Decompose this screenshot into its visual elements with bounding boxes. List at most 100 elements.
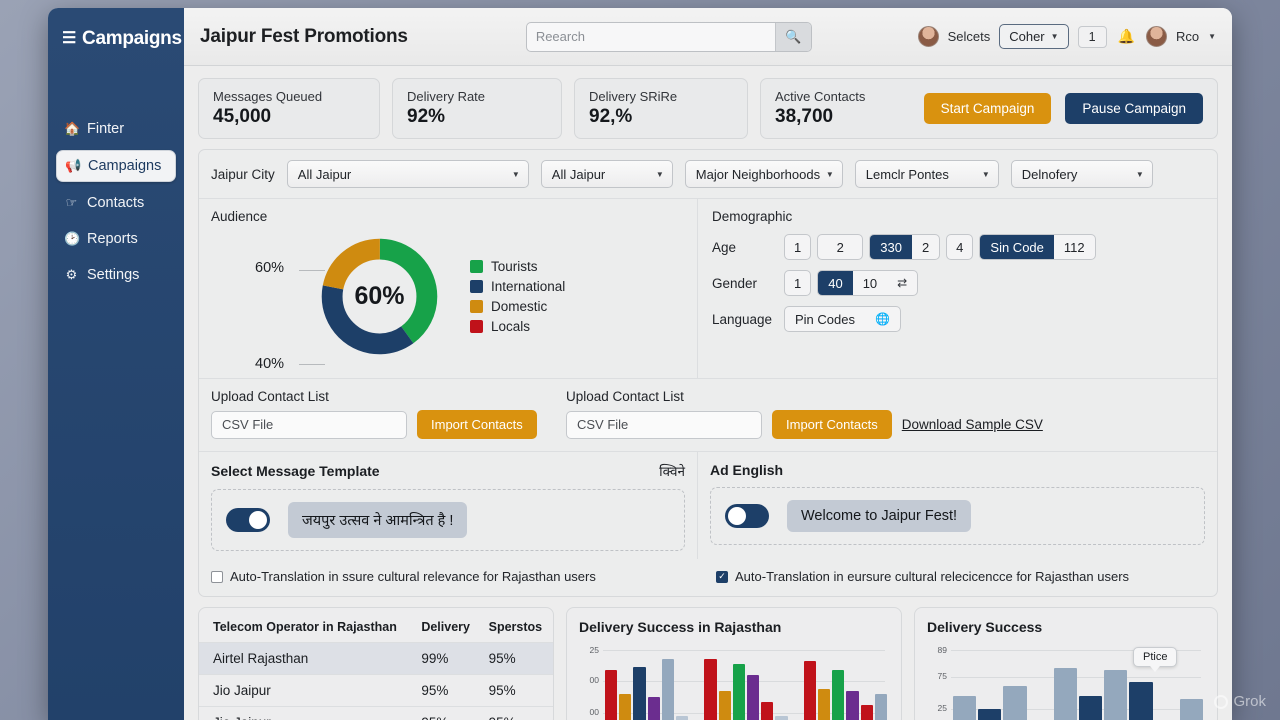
stat-card-messages-queued: Messages Queued 45,000 xyxy=(198,78,380,139)
sidebar-item-campaigns[interactable]: 📢 Campaigns xyxy=(56,150,176,182)
import-contacts-button-right[interactable]: Import Contacts xyxy=(772,410,892,439)
import-contacts-button-left[interactable]: Import Contacts xyxy=(417,410,537,439)
template-col-right: Ad English Welcome to Jaipur Fest! xyxy=(698,452,1217,559)
bar xyxy=(718,691,731,720)
language-label: Language xyxy=(712,311,773,327)
auto-translation-right[interactable]: ✓ Auto-Translation in eursure cultural r… xyxy=(704,559,1217,596)
chart-title: Delivery Success xyxy=(927,619,1043,635)
auto-translation-left[interactable]: Auto-Translation in ssure cultural relev… xyxy=(199,559,704,596)
stat-card-delivery-rate: Delivery Rate 92% xyxy=(392,78,562,139)
age-segment-330[interactable]: 330 2 xyxy=(869,234,941,260)
sidebar-item-settings[interactable]: ⚙ Settings xyxy=(56,260,176,290)
search-input[interactable] xyxy=(526,22,775,51)
stats-row: Messages Queued 45,000 Delivery Rate 92%… xyxy=(198,78,1218,139)
legend-swatch xyxy=(470,259,483,273)
user-chevron-down-icon[interactable]: ▼ xyxy=(1208,32,1216,41)
delivery-success-rajasthan-card: Delivery Success in Rajasthan 25 00 00 xyxy=(566,607,902,720)
count-badge[interactable]: 1 xyxy=(1077,25,1107,48)
upload-row: Upload Contact List CSV File Import Cont… xyxy=(199,379,1217,452)
chart-tooltip: Ptice xyxy=(1133,647,1178,672)
ad-english-title: Ad English xyxy=(710,462,784,478)
donut-graphic: 60% xyxy=(317,234,442,359)
age-chip-2[interactable]: 2 xyxy=(817,234,864,260)
start-campaign-button[interactable]: Start Campaign xyxy=(923,93,1052,124)
stat-card-delivery-srire: Delivery SRiRe 92,% xyxy=(574,78,748,139)
sidebar-item-reports[interactable]: 🕑 Reports xyxy=(56,224,176,254)
auto-translation-checkbox-right[interactable]: ✓ xyxy=(716,570,728,583)
sidebar: ☰ Campaigns 🏠 Finter 📢 Campaigns ☞ Conta… xyxy=(48,8,184,720)
bar xyxy=(647,696,660,720)
legend-label: Locals xyxy=(491,318,531,334)
sin-code-segment[interactable]: Sin Code 112 xyxy=(979,234,1096,260)
legend-item-international: International xyxy=(470,279,565,294)
gridline xyxy=(951,650,1201,651)
lemclr-pontes-select[interactable]: Lemclr Pontes xyxy=(854,160,999,188)
coher-dropdown[interactable]: Coher ▼ xyxy=(999,24,1069,49)
stat-label: Delivery SRiRe xyxy=(589,89,678,104)
stat-value: 45,000 xyxy=(213,106,272,127)
template-message-left[interactable]: जयपुर उत्सव ने आमन्त्रित है ! xyxy=(288,502,468,538)
csv-file-input-right[interactable]: CSV File xyxy=(566,410,762,439)
sidebar-item-contacts[interactable]: ☞ Contacts xyxy=(56,188,176,218)
pause-campaign-button[interactable]: Pause Campaign xyxy=(1065,93,1203,124)
bar xyxy=(676,716,689,720)
demographic-language-row: Language Pin Codes 🌐 xyxy=(712,306,1205,332)
topbar-right: Selcets Coher ▼ 1 🔔 Rco ▼ xyxy=(917,24,1216,49)
stat-value: 38,700 xyxy=(775,106,834,127)
table-row[interactable]: Jio Jaipur 95% 95% xyxy=(199,674,553,707)
template-toggle-left[interactable] xyxy=(226,508,270,532)
language-segment[interactable]: Pin Codes 🌐 xyxy=(784,306,901,332)
legend-label: International xyxy=(491,278,566,294)
sidebar-item-label: Contacts xyxy=(87,195,145,211)
table-row[interactable]: Airtel Rajasthan 99% 95% xyxy=(199,642,553,675)
bar xyxy=(1129,681,1153,720)
city-select[interactable]: All Jaipur xyxy=(286,160,529,188)
gender-segment[interactable]: 40 10 ⇄ xyxy=(817,270,919,296)
neighborhoods-select[interactable]: Major Neighborhoods xyxy=(684,160,843,188)
sidebar-item-label: Campaigns xyxy=(88,158,162,174)
gridline xyxy=(603,650,885,651)
city-select-secondary[interactable]: All Jaipur xyxy=(540,160,673,188)
cell-sperstos: 95% xyxy=(480,674,553,707)
grok-label: Grok xyxy=(1233,693,1266,710)
demographic-age-row: Age 1 2 330 2 4 Sin Code xyxy=(712,234,1205,260)
table-row[interactable]: Jio Jaipur 95% 95% xyxy=(199,706,553,720)
search-icon[interactable]: 🔍 xyxy=(774,22,811,51)
select-message-template-title: Select Message Template xyxy=(211,463,380,479)
auto-translation-label-left: Auto-Translation in ssure cultural relev… xyxy=(230,569,596,584)
stat-label: Messages Queued xyxy=(213,89,323,104)
age-chip-4[interactable]: 4 xyxy=(946,234,974,260)
jaipur-city-label: Jaipur City xyxy=(211,166,275,182)
sidebar-item-finter[interactable]: 🏠 Finter xyxy=(56,114,176,144)
bar xyxy=(1003,686,1027,720)
leader-line-top xyxy=(299,270,325,271)
main-area: Jaipur Fest Promotions 🔍 Selcets Coher ▼… xyxy=(184,8,1232,720)
legend-swatch xyxy=(470,319,483,333)
template-toggle-right[interactable] xyxy=(725,504,769,528)
language-value: Pin Codes xyxy=(795,311,855,327)
sidebar-item-label: Reports xyxy=(87,231,138,247)
donut-label-bottom: 40% xyxy=(255,356,285,372)
upload-label-left: Upload Contact List xyxy=(211,389,329,404)
bar xyxy=(978,708,1002,720)
campaign-panel: Jaipur City All Jaipur All Jaipur Major … xyxy=(198,149,1218,597)
cell-operator: Jio Jaipur xyxy=(199,674,414,707)
bar xyxy=(803,661,817,720)
download-sample-csv-link[interactable]: Download Sample CSV xyxy=(901,417,1043,432)
gender-chip-1[interactable]: 1 xyxy=(784,270,812,296)
toggle-knob xyxy=(249,511,267,529)
template-box-left: जयपुर उत्सव ने आमन्त्रित है ! xyxy=(211,489,685,551)
audience-title: Audience xyxy=(211,209,268,224)
auto-translation-checkbox-left[interactable] xyxy=(211,570,223,583)
csv-file-input-left[interactable]: CSV File xyxy=(211,410,407,439)
delivery-select[interactable]: Delnofery xyxy=(1010,160,1153,188)
auto-translation-label-right: Auto-Translation in eursure cultural rel… xyxy=(735,569,1130,584)
age-chip-1[interactable]: 1 xyxy=(784,234,812,260)
y-tick: 89 xyxy=(937,645,947,655)
legend-item-tourists: Tourists xyxy=(470,259,565,274)
demographic-gender-row: Gender 1 40 10 ⇄ xyxy=(712,270,1205,296)
user-avatar[interactable] xyxy=(1145,26,1167,47)
filter-row: Jaipur City All Jaipur All Jaipur Major … xyxy=(199,150,1217,199)
template-message-right[interactable]: Welcome to Jaipur Fest! xyxy=(787,500,972,532)
bell-icon[interactable]: 🔔 xyxy=(1117,28,1135,44)
